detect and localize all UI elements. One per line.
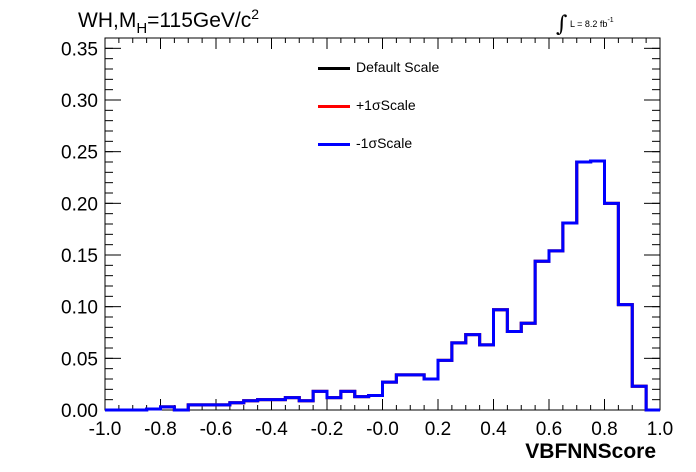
- x-tick-label: 0.2: [425, 419, 451, 440]
- x-tick-label: 0.6: [536, 419, 562, 440]
- chart-title: WH,MH=115GeV/c2: [78, 6, 259, 37]
- x-tick-label: -0.4: [255, 419, 288, 440]
- x-tick-label: -0.8: [144, 419, 177, 440]
- lumi-superscript: -1: [607, 17, 614, 24]
- x-tick-label: -0.2: [311, 419, 344, 440]
- x-tick-label: -0.6: [200, 419, 233, 440]
- title-subscript: H: [136, 20, 148, 37]
- x-tick-label: -0.0: [366, 419, 399, 440]
- y-axis: 0.00 0.05 0.10 0.15 0.20 0.25 0.30 0.35: [61, 37, 660, 422]
- x-axis: -1.0 -0.8 -0.6 -0.4 -0.2 -0.0 0.2 0.4 0.6 0.8 1.0: [89, 38, 673, 440]
- y-tick-label: 0.35: [61, 39, 98, 60]
- legend-label-plus: +1σScale: [356, 97, 416, 113]
- legend-swatch-default: [318, 67, 350, 70]
- title-superscript: 2: [251, 6, 260, 22]
- integral-symbol: ∫: [556, 12, 568, 37]
- title-suffix: =115GeV/c: [147, 9, 252, 32]
- legend-label-minus: -1σScale: [356, 135, 413, 151]
- luminosity-label: ∫ L = 8.2 fb-1: [556, 8, 614, 37]
- y-tick-label: 0.30: [61, 91, 98, 112]
- x-axis-title: VBFNNScore: [525, 440, 656, 463]
- lumi-text: L = 8.2 fb: [569, 19, 608, 29]
- y-tick-label: 0.05: [61, 349, 98, 370]
- y-tick-label: 0.20: [61, 194, 98, 215]
- title-prefix: WH,M: [78, 9, 137, 32]
- series-group: [105, 159, 660, 412]
- y-tick-label: 0.10: [61, 298, 98, 319]
- series-minus: [105, 159, 660, 412]
- x-tick-label: -1.0: [89, 419, 122, 440]
- x-tick-label: 0.8: [591, 419, 617, 440]
- legend-swatch-plus: [318, 105, 350, 108]
- x-tick-label: 0.4: [480, 419, 507, 440]
- y-tick-label: 0.15: [61, 246, 98, 267]
- legend-swatch-minus: [318, 143, 350, 146]
- x-tick-label: 1.0: [647, 419, 673, 440]
- y-tick-label: 0.00: [61, 401, 98, 422]
- legend-label-default: Default Scale: [356, 59, 440, 75]
- y-tick-label: 0.25: [61, 143, 98, 164]
- series-line: [105, 159, 660, 412]
